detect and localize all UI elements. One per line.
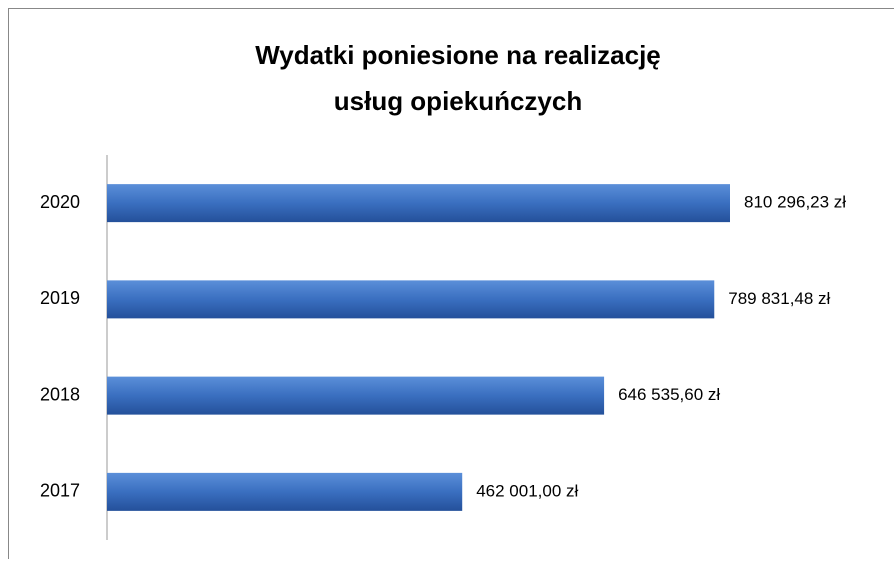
value-label: 462 001,00 zł bbox=[476, 481, 578, 500]
category-label: 2017 bbox=[40, 481, 80, 501]
value-label: 810 296,23 zł bbox=[744, 193, 846, 212]
category-label: 2019 bbox=[40, 288, 80, 308]
chart-title: usług opiekuńczych bbox=[334, 86, 583, 116]
category-label: 2018 bbox=[40, 384, 80, 404]
value-label: 646 535,60 zł bbox=[618, 385, 720, 404]
bar bbox=[107, 184, 730, 222]
category-label: 2020 bbox=[40, 192, 80, 212]
value-label: 789 831,48 zł bbox=[728, 289, 830, 308]
bar bbox=[107, 280, 714, 318]
chart-title: Wydatki poniesione na realizację bbox=[255, 40, 661, 70]
bar bbox=[107, 377, 604, 415]
bar bbox=[107, 473, 462, 511]
